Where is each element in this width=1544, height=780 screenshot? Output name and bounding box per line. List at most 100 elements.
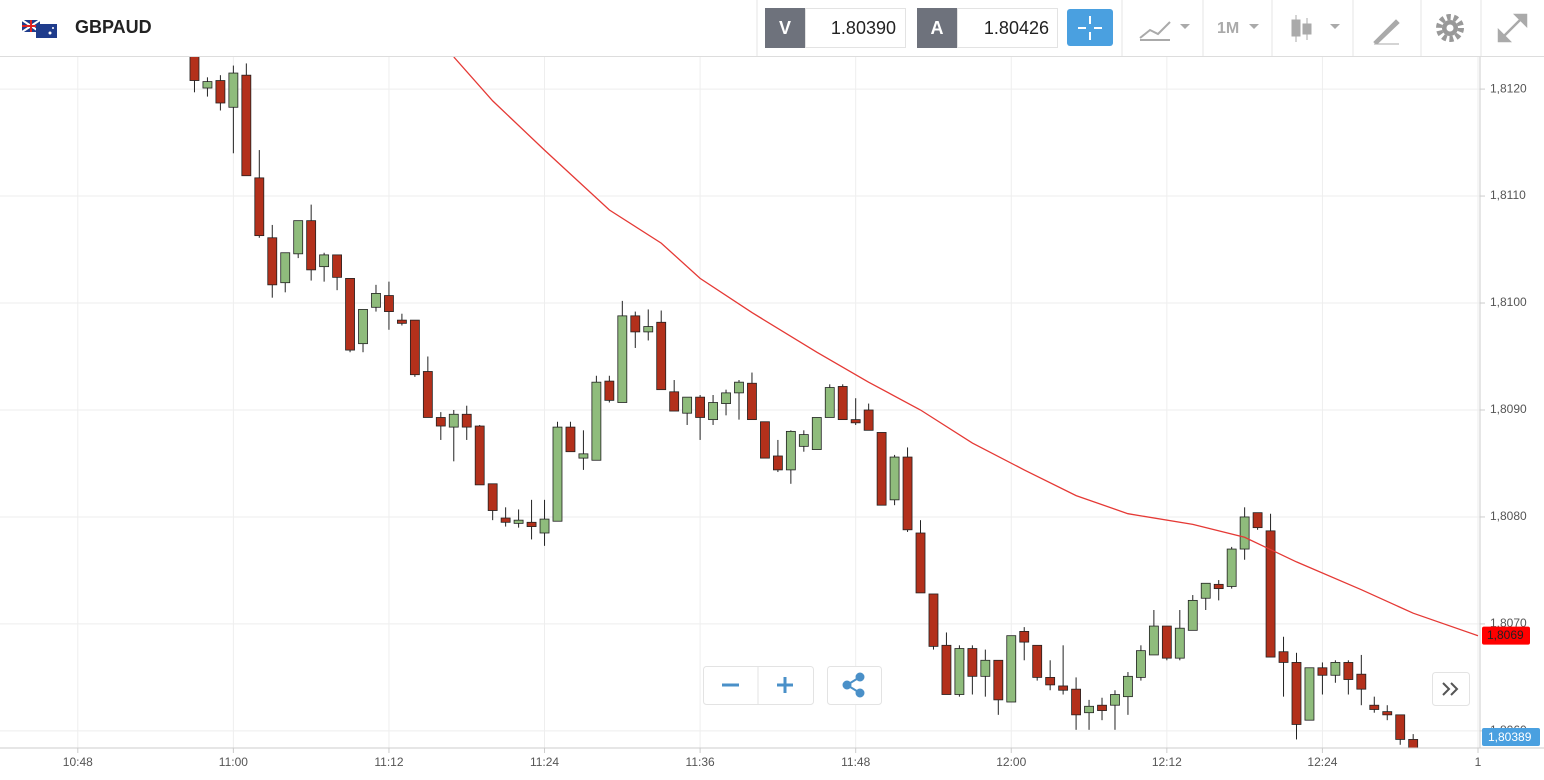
candle-body <box>319 254 330 268</box>
candle-body <box>552 426 563 522</box>
candle-body <box>708 402 718 421</box>
candle-body <box>980 659 991 677</box>
candle-body <box>656 321 667 391</box>
candle-body <box>565 426 576 453</box>
scroll-right-button[interactable] <box>1432 672 1470 706</box>
candle-body <box>1278 651 1289 663</box>
candle-body <box>487 483 498 511</box>
candle-body <box>734 381 744 394</box>
candle-body <box>1422 751 1431 752</box>
candle-body <box>422 371 433 418</box>
candle-body <box>513 519 524 524</box>
candle-body <box>474 425 485 486</box>
candle-body <box>785 430 796 471</box>
candle-body <box>1058 685 1069 691</box>
candle-body <box>928 593 939 647</box>
candle-body <box>863 409 874 431</box>
candle-body <box>876 432 887 506</box>
candle-body <box>1123 675 1133 698</box>
candle-body <box>837 386 848 421</box>
x-tick-label: 12:24 <box>1307 755 1337 769</box>
candle-body <box>850 419 861 424</box>
chart-type-button[interactable] <box>1291 15 1340 42</box>
candle-body <box>461 413 472 428</box>
candle-body <box>772 455 783 471</box>
candle-body <box>409 319 420 376</box>
candle-body <box>280 252 291 284</box>
current-price-marker <box>1482 728 1540 746</box>
candle-body <box>889 456 900 501</box>
timeframe-caret <box>1249 24 1259 29</box>
candle-body <box>682 396 693 414</box>
candle-body <box>591 381 602 461</box>
candle-body <box>241 74 252 177</box>
grid <box>0 57 1480 748</box>
candle-body <box>1317 667 1328 676</box>
candle-body <box>539 518 550 534</box>
candle-body <box>1356 673 1367 690</box>
candle-body <box>358 309 368 345</box>
candle-body <box>967 648 978 677</box>
candle-body <box>189 57 200 81</box>
candle-body <box>1161 625 1172 659</box>
zoom-in[interactable] <box>777 677 793 693</box>
bid-box[interactable] <box>805 8 906 48</box>
timeframe[interactable]: 1M <box>1217 20 1239 37</box>
indicator-button[interactable] <box>1139 21 1190 41</box>
x-tick-label: 11:48 <box>841 755 870 769</box>
candle-body <box>760 421 770 459</box>
candle-body <box>1382 711 1393 716</box>
candle-body <box>1136 650 1146 678</box>
share-button[interactable] <box>827 666 882 705</box>
crosshair-button[interactable] <box>1067 9 1113 46</box>
flag <box>21 19 57 38</box>
candle-body <box>1304 667 1315 721</box>
fullscreen-button[interactable] <box>1497 13 1528 43</box>
current-price-label: 1,80389 <box>1488 730 1532 744</box>
ma-price-marker <box>1482 626 1530 645</box>
candle-body <box>1084 705 1094 714</box>
crosshair-icon <box>1078 16 1102 40</box>
candle-body <box>1006 635 1017 703</box>
draw-button[interactable] <box>1373 19 1400 45</box>
candle-body <box>1291 662 1302 725</box>
candle-body <box>811 417 822 450</box>
candle-body <box>1226 548 1237 587</box>
candle-body <box>993 659 1004 701</box>
y-tick-label: 1,8080 <box>1490 509 1527 523</box>
candle-body <box>1395 714 1406 740</box>
candle-body <box>254 177 265 237</box>
ma-price-label: 1,8069 <box>1487 628 1524 642</box>
candle-body <box>228 72 239 108</box>
bid-label: V <box>779 18 791 38</box>
candle-body <box>798 434 809 447</box>
y-tick-label: 1,8070 <box>1490 616 1527 630</box>
candle-body <box>1097 704 1107 711</box>
candle-body <box>1435 752 1444 753</box>
candle-body <box>500 517 511 523</box>
ask-box[interactable] <box>957 8 1058 48</box>
x-tick-label: 11:12 <box>374 755 403 769</box>
x-tick-label: 10:48 <box>63 755 93 769</box>
candle-body <box>669 391 680 412</box>
candle-body <box>630 315 641 333</box>
x-tick-label: 11:36 <box>686 755 715 769</box>
ask-label: A <box>931 18 944 38</box>
candle-body <box>397 319 407 324</box>
candle-body <box>1369 704 1380 710</box>
candle-body <box>1174 627 1185 659</box>
candle-body <box>1343 662 1354 680</box>
settings-button[interactable] <box>1436 14 1464 42</box>
candle-body <box>902 456 913 531</box>
candle-body <box>1213 583 1224 590</box>
y-tick-label: 1,8110 <box>1490 188 1526 202</box>
candle-body <box>267 237 278 286</box>
candle-body <box>371 292 381 308</box>
candle-body <box>202 81 213 89</box>
candle-body <box>448 413 459 428</box>
candle-body <box>306 220 317 271</box>
zoom-controls <box>703 666 814 705</box>
candle-body <box>1045 677 1056 686</box>
